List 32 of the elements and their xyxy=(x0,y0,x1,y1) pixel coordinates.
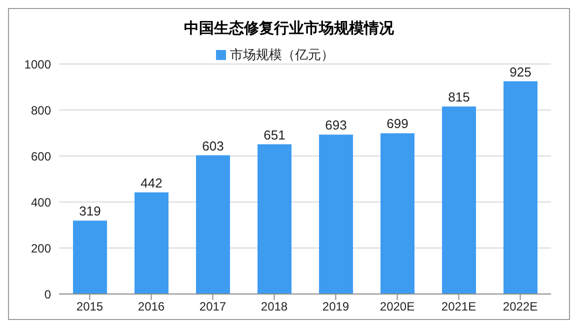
data-label: 925 xyxy=(510,64,532,80)
data-label: 442 xyxy=(140,175,162,190)
y-tick-label: 1000 xyxy=(24,57,52,72)
data-label: 693 xyxy=(325,118,347,133)
x-tick-label: 2017 xyxy=(199,300,226,314)
y-tick-label: 600 xyxy=(30,149,52,164)
bar xyxy=(196,155,230,294)
legend-label: 市场规模（亿元） xyxy=(230,48,334,63)
bar xyxy=(380,133,414,294)
x-tick-label: 2018 xyxy=(260,300,288,314)
data-label: 603 xyxy=(202,138,224,154)
bar xyxy=(258,144,292,294)
x-tick-label: 2015 xyxy=(76,300,104,314)
data-label: 319 xyxy=(79,204,101,219)
bar xyxy=(319,134,353,294)
data-label: 651 xyxy=(264,127,286,142)
y-tick-label: 200 xyxy=(30,241,52,256)
x-tick-label: 2021E xyxy=(441,300,476,314)
y-tick-label: 0 xyxy=(44,287,52,302)
bar xyxy=(73,220,107,294)
data-label: 699 xyxy=(386,116,408,132)
x-tick-label: 2016 xyxy=(138,300,165,314)
x-tick-label: 2020E xyxy=(380,300,415,314)
y-tick-label: 400 xyxy=(30,195,52,210)
x-tick-label: 2019 xyxy=(322,300,350,314)
bar xyxy=(504,81,538,294)
x-tick-label: 2022E xyxy=(502,300,538,314)
bar xyxy=(134,192,168,294)
chart-title: 中国生态修复行业市场规模情况 xyxy=(183,19,395,38)
data-label: 815 xyxy=(448,90,470,105)
y-tick-label: 800 xyxy=(30,103,52,118)
bar xyxy=(442,106,476,294)
